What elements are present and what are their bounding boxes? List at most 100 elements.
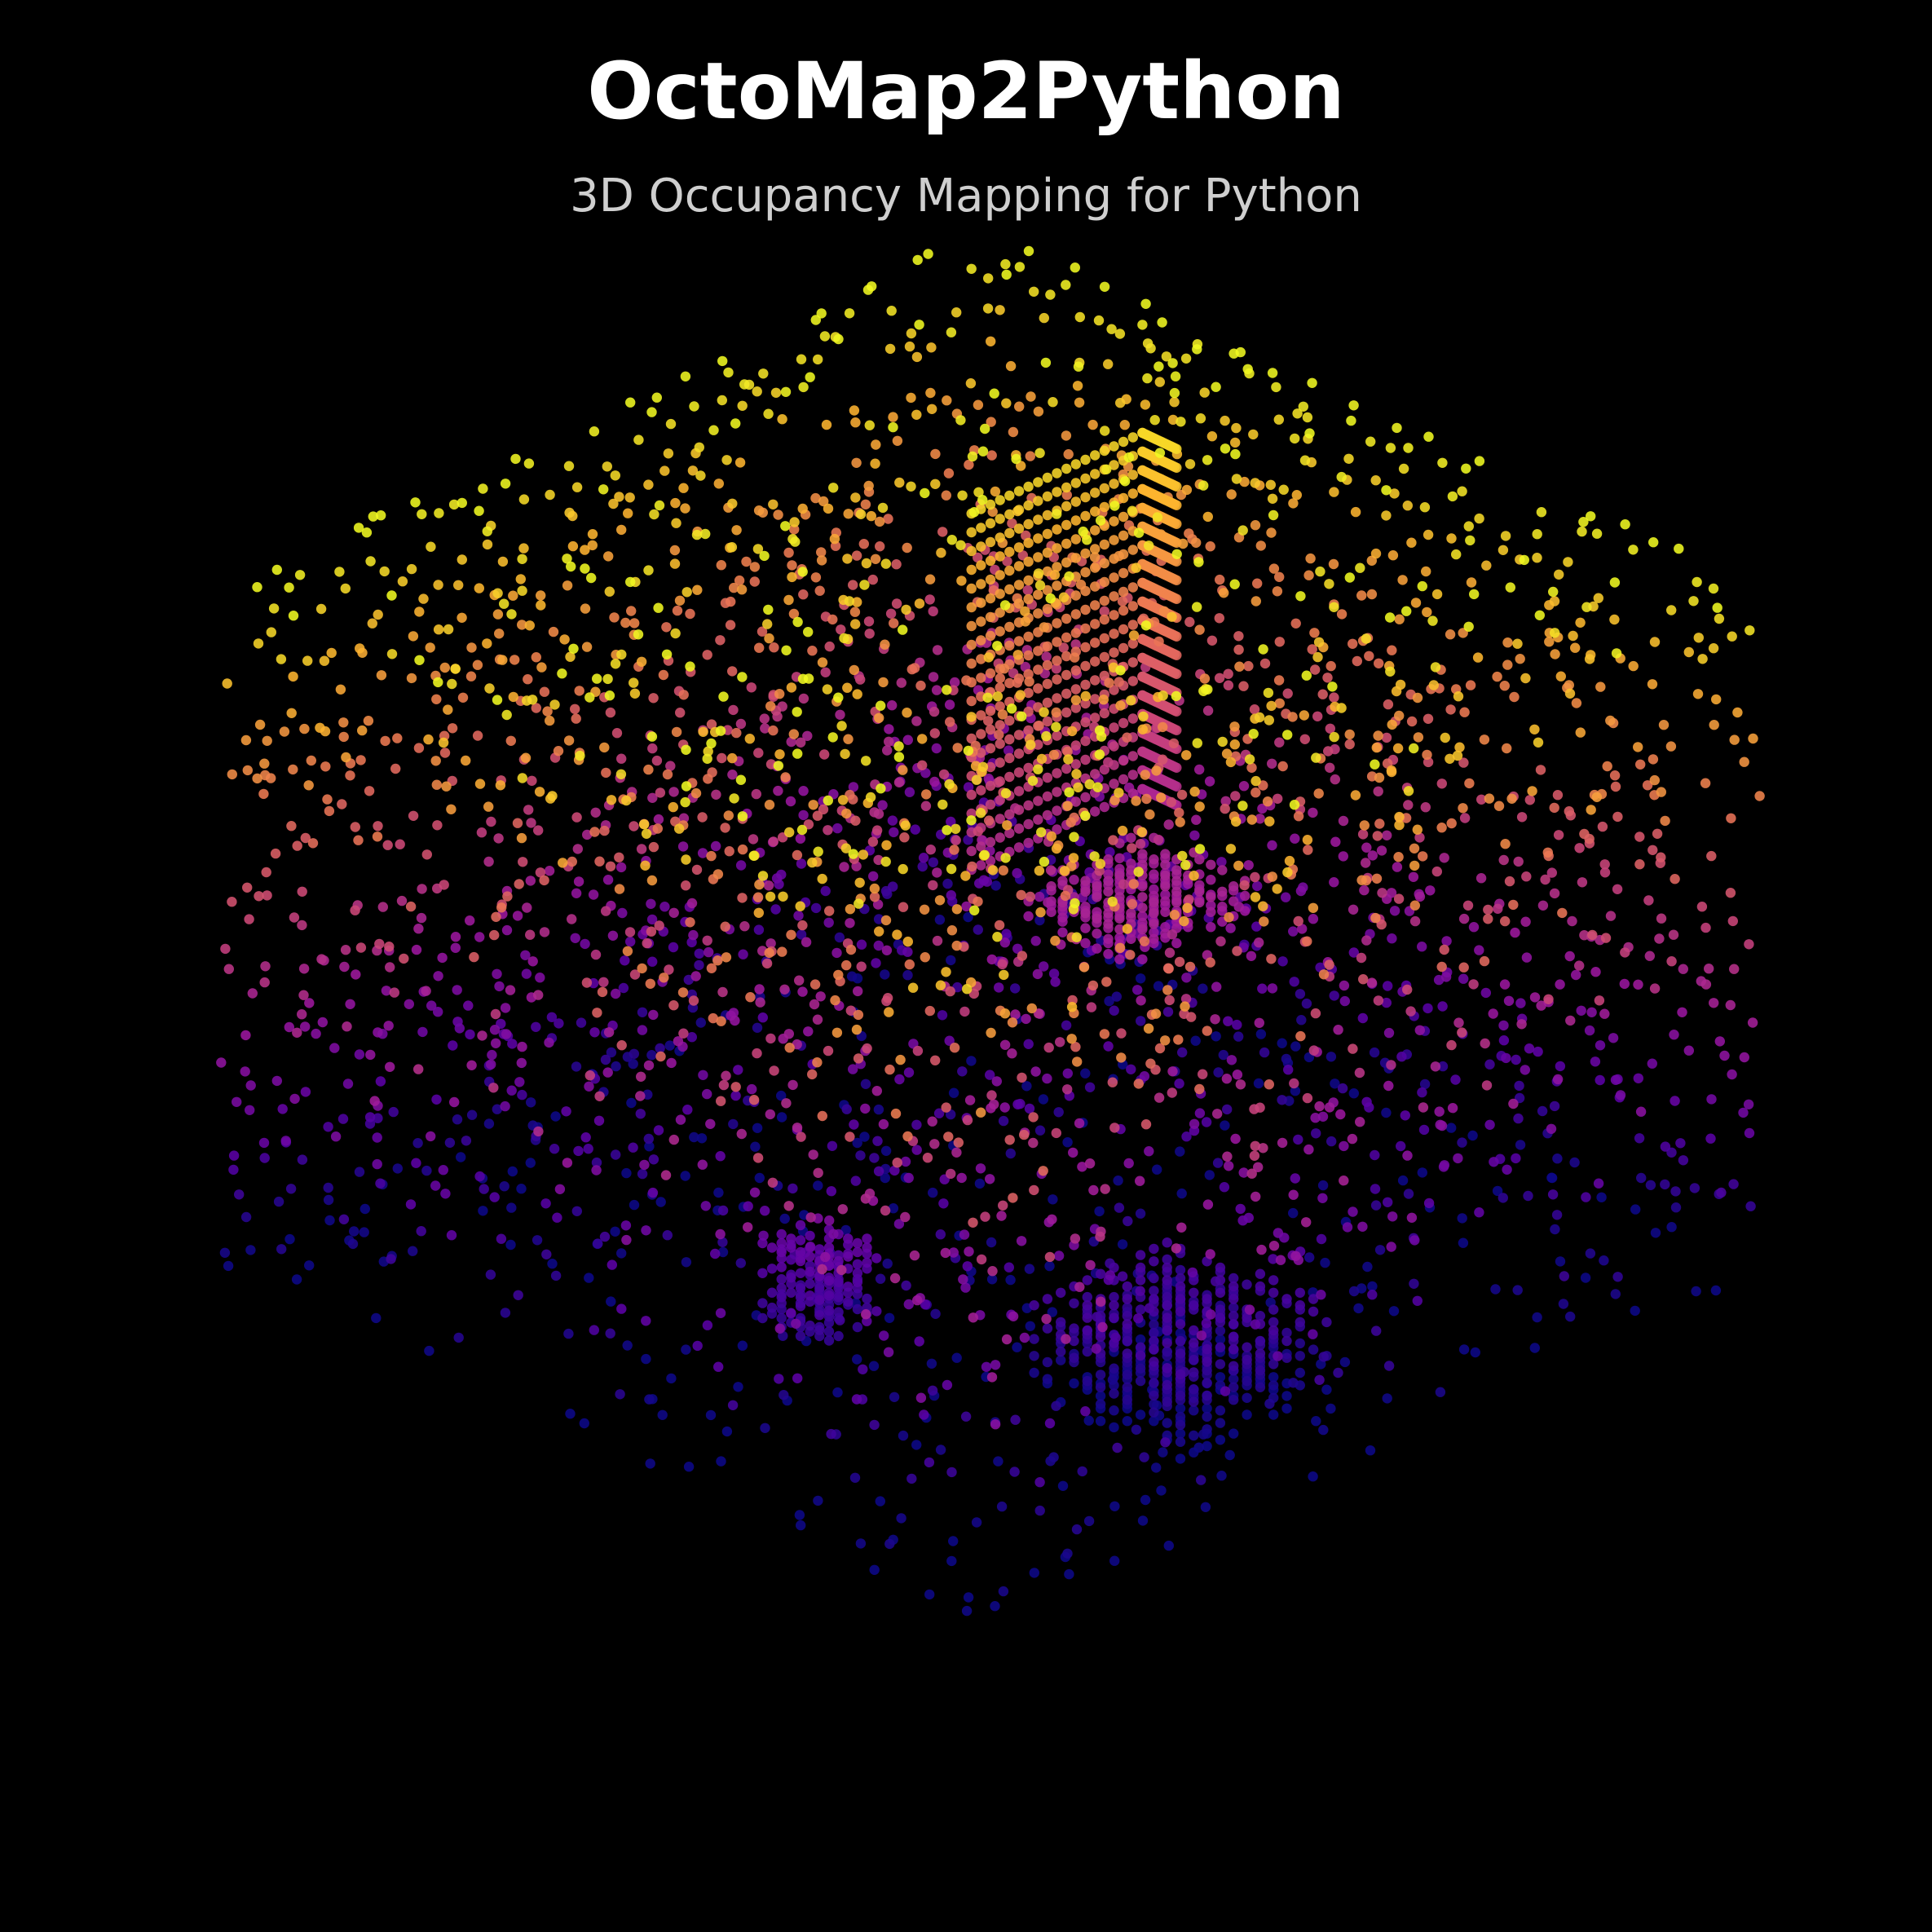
voxel-point: [245, 1245, 256, 1255]
voxel-point: [1271, 382, 1281, 393]
voxel-point: [1474, 945, 1484, 955]
voxel-point: [1191, 537, 1202, 548]
voxel-point: [1220, 1386, 1231, 1396]
voxel-point: [1396, 1052, 1407, 1062]
voxel-point: [616, 1303, 627, 1314]
voxel-point: [1599, 1255, 1609, 1266]
voxel-point: [882, 745, 893, 756]
voxel-point: [762, 619, 773, 629]
voxel-point: [869, 1419, 880, 1431]
voxel-point: [1157, 317, 1167, 328]
voxel-point: [518, 543, 529, 554]
voxel-point: [932, 867, 942, 878]
voxel-point: [1374, 818, 1385, 829]
voxel-point: [1012, 943, 1023, 955]
voxel-point: [1149, 1399, 1159, 1409]
voxel-point: [671, 726, 682, 738]
voxel-point: [837, 1204, 849, 1215]
voxel-point: [1277, 1038, 1287, 1048]
voxel-point: [964, 1095, 976, 1105]
voxel-point: [967, 861, 977, 872]
voxel-point: [753, 748, 764, 758]
voxel-point: [657, 1409, 668, 1421]
voxel-point: [748, 834, 759, 845]
voxel-point: [1024, 1264, 1035, 1274]
voxel-point: [1029, 1351, 1039, 1361]
voxel-point: [1308, 1344, 1319, 1355]
voxel-point: [668, 942, 679, 953]
voxel-point: [960, 1411, 972, 1422]
voxel-point: [1023, 800, 1034, 811]
voxel-point: [1321, 1384, 1332, 1395]
voxel-point: [1232, 946, 1242, 956]
voxel-point: [754, 879, 765, 890]
voxel-point: [888, 421, 898, 433]
voxel-point: [1163, 1540, 1175, 1551]
voxel-point: [494, 629, 505, 639]
voxel-point: [993, 1456, 1003, 1467]
voxel-point: [1202, 1403, 1212, 1414]
voxel-point: [466, 1109, 478, 1120]
voxel-point: [1233, 631, 1244, 642]
voxel-point: [508, 590, 518, 601]
voxel-point: [1118, 642, 1129, 654]
voxel-point: [1206, 859, 1216, 871]
voxel-point: [1070, 898, 1080, 909]
voxel-point: [873, 1104, 884, 1115]
voxel-point: [622, 1340, 633, 1351]
voxel-point: [1218, 1049, 1229, 1061]
voxel-point: [1253, 1078, 1264, 1089]
voxel-point: [1273, 1228, 1284, 1238]
voxel-point: [297, 1154, 308, 1165]
voxel-point: [700, 1201, 711, 1211]
voxel-point: [1046, 906, 1056, 918]
voxel-point: [584, 1273, 594, 1283]
voxel-point: [591, 1157, 602, 1168]
voxel-point: [1268, 1372, 1279, 1383]
voxel-point: [1370, 912, 1381, 924]
voxel-point: [566, 561, 576, 572]
voxel-point: [900, 820, 911, 831]
voxel-point: [1568, 630, 1578, 642]
voxel-point: [852, 1303, 863, 1315]
voxel-point: [1080, 473, 1091, 484]
voxel-point: [1348, 1043, 1358, 1054]
voxel-point: [1394, 811, 1405, 823]
voxel-point: [1468, 922, 1480, 933]
voxel-point: [1174, 807, 1184, 818]
voxel-point: [1042, 791, 1053, 802]
voxel-point: [1167, 1087, 1178, 1098]
voxel-point: [666, 1057, 677, 1069]
voxel-point: [1353, 1303, 1364, 1314]
voxel-point: [1069, 875, 1079, 885]
voxel-point: [1030, 1066, 1041, 1077]
voxel-point: [1453, 1017, 1464, 1028]
voxel-point: [1660, 1179, 1670, 1190]
voxel-point: [1127, 505, 1138, 516]
voxel-point: [1109, 1300, 1119, 1311]
voxel-point: [1348, 947, 1360, 958]
voxel-point: [1163, 964, 1174, 974]
voxel-point: [592, 1008, 602, 1018]
voxel-point: [715, 1151, 726, 1162]
voxel-point: [1317, 689, 1328, 699]
voxel-point: [1725, 999, 1736, 1011]
voxel-point: [1090, 469, 1101, 479]
voxel-point: [1024, 676, 1034, 687]
voxel-point: [1272, 586, 1283, 597]
voxel-point: [1169, 910, 1180, 920]
voxel-point: [1706, 850, 1717, 862]
voxel-point: [860, 499, 871, 509]
voxel-point: [1099, 281, 1110, 292]
voxel-point: [766, 1287, 778, 1298]
voxel-point: [482, 638, 492, 649]
voxel-point: [1149, 908, 1159, 919]
voxel-point: [776, 1112, 787, 1123]
voxel-point: [797, 503, 808, 514]
voxel-point: [426, 1000, 437, 1011]
voxel-point: [995, 607, 1005, 618]
voxel-point: [727, 752, 738, 764]
voxel-point: [1359, 820, 1370, 831]
voxel-point: [837, 795, 849, 805]
voxel-point: [1222, 1104, 1233, 1115]
